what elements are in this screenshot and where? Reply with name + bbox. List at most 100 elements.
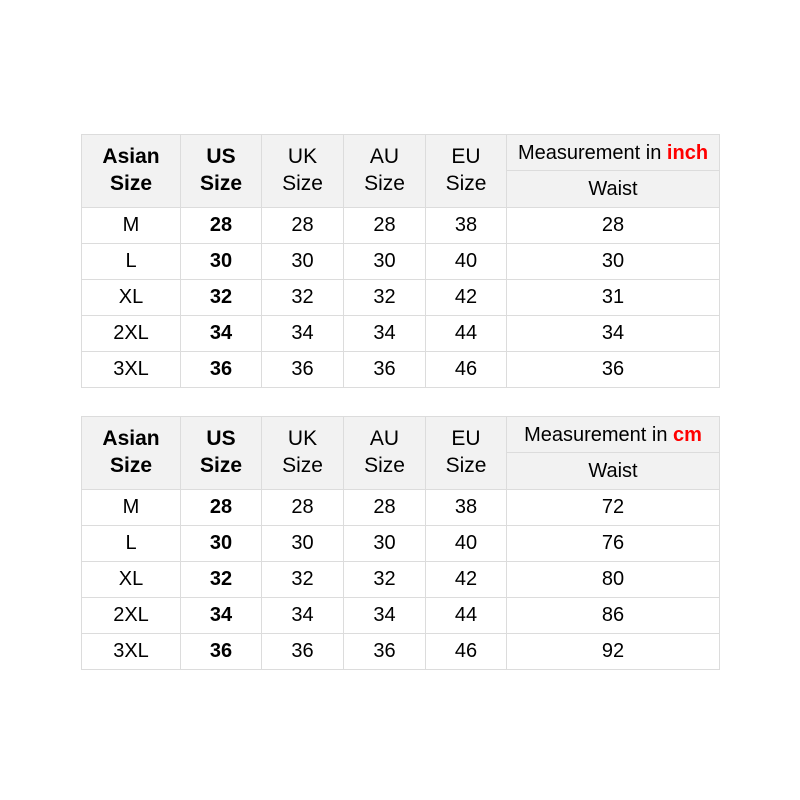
column-header-line2: Size bbox=[364, 172, 405, 195]
cell-eu-size: 46 bbox=[425, 633, 507, 670]
column-header-line1: AU bbox=[369, 427, 400, 451]
column-header-line1: EU bbox=[451, 427, 481, 451]
measurement-unit-label: cm bbox=[673, 423, 702, 446]
cell-au-size: 32 bbox=[343, 561, 426, 598]
measurement-title-prefix: Measurement in bbox=[524, 423, 674, 446]
cell-eu-size: 44 bbox=[425, 597, 507, 634]
cell-uk-size: 34 bbox=[261, 315, 344, 352]
cell-au-size: 28 bbox=[343, 207, 426, 244]
cell-us-size: 36 bbox=[180, 351, 262, 388]
table-row: 2XL 34 34 34 44 34 bbox=[81, 315, 720, 352]
cell-us-size: 34 bbox=[180, 597, 262, 634]
cell-au-size: 34 bbox=[343, 597, 426, 634]
table-header-row: Asian Size US Size UK Size AU Size EU bbox=[81, 134, 720, 208]
column-header-eu-size: EU Size bbox=[425, 134, 507, 208]
cell-eu-size: 40 bbox=[425, 525, 507, 562]
column-header-au-size: AU Size bbox=[343, 416, 426, 490]
cell-uk-size: 34 bbox=[261, 597, 344, 634]
size-table-cm: Asian Size US Size UK Size AU Size EU bbox=[81, 416, 720, 670]
cell-eu-size: 46 bbox=[425, 351, 507, 388]
table-row: L 30 30 30 40 30 bbox=[81, 243, 720, 280]
column-header-uk-size: UK Size bbox=[261, 416, 344, 490]
cell-asian-size: M bbox=[81, 489, 181, 526]
cell-uk-size: 28 bbox=[261, 489, 344, 526]
column-header-line1: UK bbox=[287, 427, 318, 451]
cell-us-size: 34 bbox=[180, 315, 262, 352]
column-header-eu-size: EU Size bbox=[425, 416, 507, 490]
cell-au-size: 36 bbox=[343, 351, 426, 388]
column-header-line1: US bbox=[206, 427, 236, 451]
cell-uk-size: 30 bbox=[261, 243, 344, 280]
column-header-line2: Size bbox=[199, 172, 243, 195]
cell-eu-size: 38 bbox=[425, 489, 507, 526]
cell-uk-size: 36 bbox=[261, 351, 344, 388]
column-header-line2: Size bbox=[282, 454, 323, 477]
cell-au-size: 28 bbox=[343, 489, 426, 526]
table-row: L 30 30 30 40 76 bbox=[81, 525, 720, 562]
cell-uk-size: 30 bbox=[261, 525, 344, 562]
measurement-unit-label: inch bbox=[666, 141, 709, 164]
column-header-line1: US bbox=[206, 145, 236, 169]
cell-eu-size: 40 bbox=[425, 243, 507, 280]
column-header-line2: Size bbox=[109, 454, 153, 477]
cell-us-size: 32 bbox=[180, 561, 262, 598]
column-header-line1: Asian bbox=[102, 427, 160, 451]
cell-uk-size: 32 bbox=[261, 561, 344, 598]
cell-uk-size: 32 bbox=[261, 279, 344, 316]
cell-au-size: 32 bbox=[343, 279, 426, 316]
column-header-au-size: AU Size bbox=[343, 134, 426, 208]
column-header-us-size: US Size bbox=[180, 416, 262, 490]
cell-waist: 34 bbox=[506, 315, 720, 352]
table-row: XL 32 32 32 42 31 bbox=[81, 279, 720, 316]
cell-waist: 28 bbox=[506, 207, 720, 244]
measurement-title-prefix: Measurement in bbox=[517, 141, 667, 164]
measurement-title: Measurement in inch bbox=[507, 136, 719, 171]
cell-uk-size: 36 bbox=[261, 633, 344, 670]
cell-waist: 31 bbox=[506, 279, 720, 316]
table-row: M 28 28 28 38 28 bbox=[81, 207, 720, 244]
cell-eu-size: 38 bbox=[425, 207, 507, 244]
measurement-subheader-waist: Waist bbox=[588, 459, 638, 482]
cell-au-size: 30 bbox=[343, 243, 426, 280]
cell-waist: 72 bbox=[506, 489, 720, 526]
column-header-measurement: Measurement in cm Waist bbox=[506, 416, 720, 490]
cell-waist: 80 bbox=[506, 561, 720, 598]
cell-waist: 76 bbox=[506, 525, 720, 562]
cell-uk-size: 28 bbox=[261, 207, 344, 244]
cell-asian-size: 2XL bbox=[81, 315, 181, 352]
table-row: M 28 28 28 38 72 bbox=[81, 489, 720, 526]
table-row: 3XL 36 36 36 46 36 bbox=[81, 351, 720, 388]
column-header-uk-size: UK Size bbox=[261, 134, 344, 208]
column-header-line1: Asian bbox=[102, 145, 160, 169]
measurement-header-group: Measurement in cm Waist bbox=[507, 418, 719, 489]
column-header-line2: Size bbox=[282, 172, 323, 195]
cell-us-size: 30 bbox=[180, 243, 262, 280]
cell-waist: 92 bbox=[506, 633, 720, 670]
cell-us-size: 28 bbox=[180, 489, 262, 526]
table-row: 2XL 34 34 34 44 86 bbox=[81, 597, 720, 634]
cell-waist: 86 bbox=[506, 597, 720, 634]
cell-us-size: 32 bbox=[180, 279, 262, 316]
column-header-line1: AU bbox=[369, 145, 400, 169]
cell-eu-size: 44 bbox=[425, 315, 507, 352]
column-header-line2: Size bbox=[364, 454, 405, 477]
column-header-line1: EU bbox=[451, 145, 481, 169]
measurement-subheader-waist: Waist bbox=[588, 177, 638, 200]
cell-au-size: 34 bbox=[343, 315, 426, 352]
cell-asian-size: 3XL bbox=[81, 633, 181, 670]
cell-waist: 36 bbox=[506, 351, 720, 388]
cell-asian-size: 3XL bbox=[81, 351, 181, 388]
column-header-line2: Size bbox=[199, 454, 243, 477]
cell-asian-size: M bbox=[81, 207, 181, 244]
column-header-line1: UK bbox=[287, 145, 318, 169]
cell-us-size: 36 bbox=[180, 633, 262, 670]
cell-eu-size: 42 bbox=[425, 561, 507, 598]
cell-asian-size: L bbox=[81, 525, 181, 562]
size-table-inch: Asian Size US Size UK Size AU Size EU bbox=[81, 134, 720, 388]
cell-asian-size: XL bbox=[81, 561, 181, 598]
table-row: 3XL 36 36 36 46 92 bbox=[81, 633, 720, 670]
cell-asian-size: XL bbox=[81, 279, 181, 316]
column-header-measurement: Measurement in inch Waist bbox=[506, 134, 720, 208]
cell-eu-size: 42 bbox=[425, 279, 507, 316]
